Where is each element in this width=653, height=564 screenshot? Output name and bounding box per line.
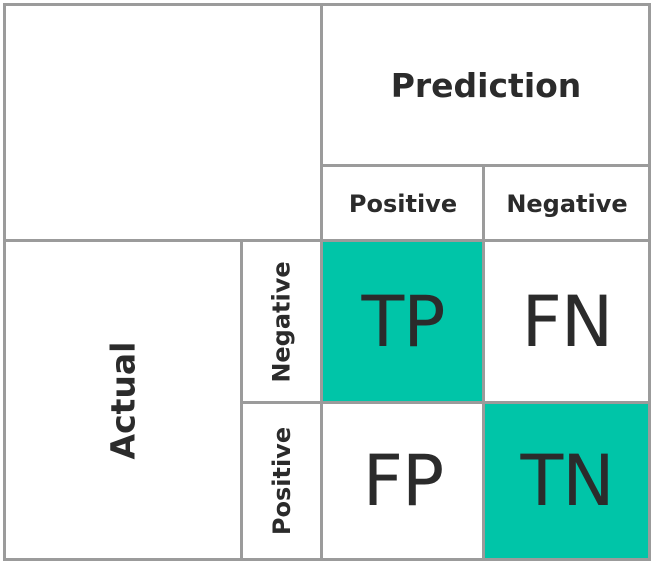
pred-negative-label: Negative	[506, 189, 628, 218]
prediction-header: Prediction	[322, 4, 650, 166]
actual-positive-label: Positive	[268, 426, 296, 536]
actual-label: Actual	[103, 341, 143, 459]
actual-negative-label: Negative	[268, 261, 297, 383]
cell-fn: FN	[484, 241, 650, 403]
divider-v-main	[320, 3, 323, 561]
cell-tp: TP	[322, 241, 484, 403]
pred-positive-label: Positive	[348, 189, 458, 218]
divider-v-pred	[482, 165, 485, 561]
cell-tn-label: TN	[520, 440, 614, 522]
divider-h-main	[3, 239, 651, 242]
actual-negative-header: Negative	[242, 241, 322, 403]
divider-v-actual	[240, 239, 243, 561]
cell-tn: TN	[484, 403, 650, 559]
actual-positive-header: Positive	[242, 403, 322, 559]
divider-h-actual	[240, 401, 651, 404]
prediction-label: Prediction	[390, 65, 582, 105]
divider-h-pred	[320, 164, 651, 167]
actual-header: Actual	[4, 241, 242, 559]
pred-negative-header: Negative	[484, 166, 650, 241]
border-right	[648, 3, 651, 561]
border-top	[3, 3, 651, 6]
border-bottom	[3, 558, 651, 561]
cell-fn-label: FN	[521, 281, 614, 363]
cell-fp-label: FP	[362, 440, 444, 522]
pred-positive-header: Positive	[322, 166, 484, 241]
cell-tp-label: TP	[361, 281, 446, 363]
cell-fp: FP	[322, 403, 484, 559]
border-left	[3, 3, 6, 561]
